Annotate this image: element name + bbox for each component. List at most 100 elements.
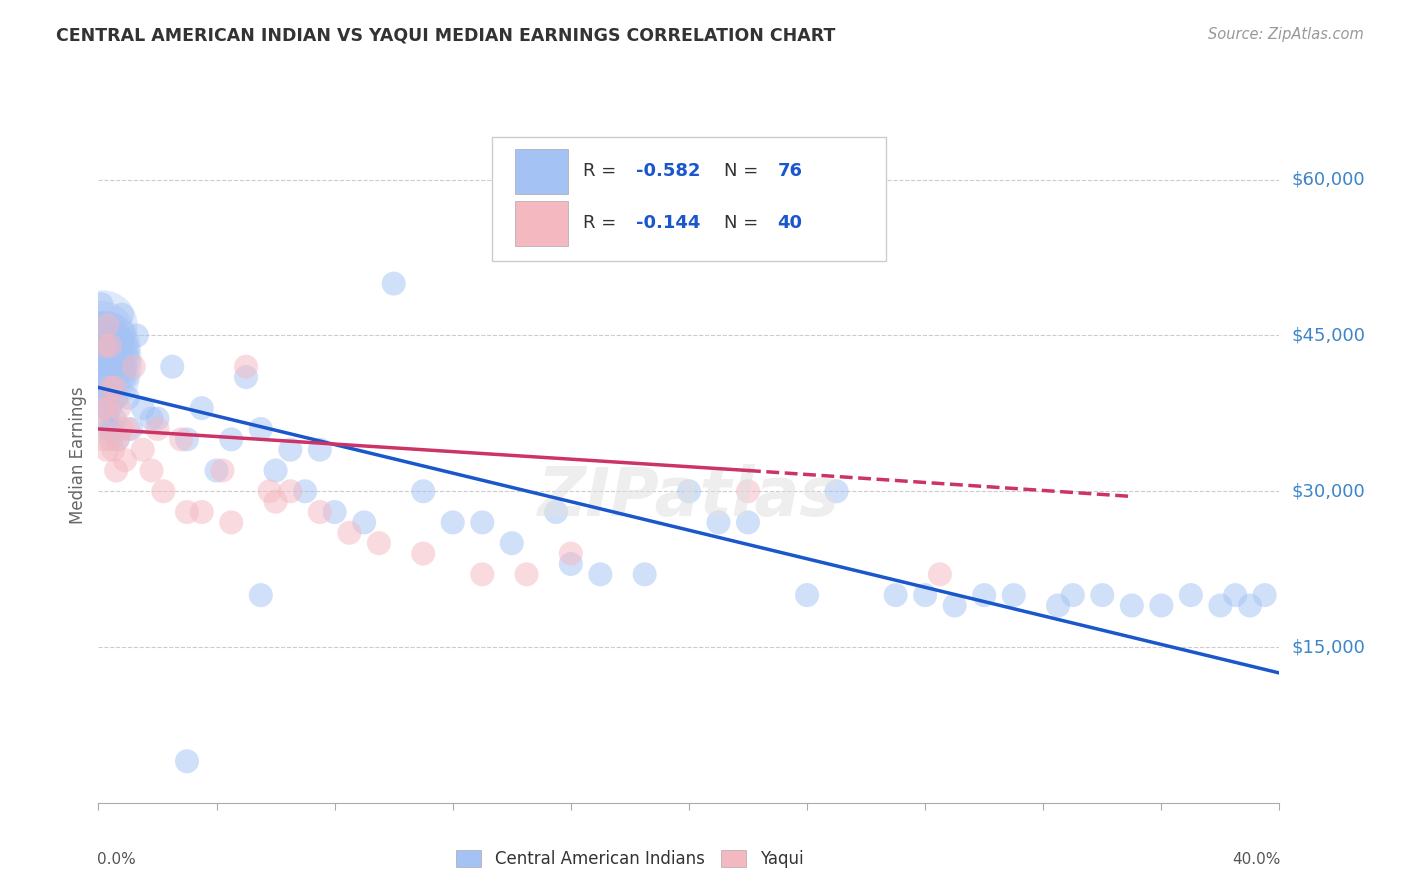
Point bbox=[107, 433, 129, 447]
Point bbox=[294, 484, 316, 499]
Point bbox=[250, 588, 273, 602]
Point bbox=[973, 588, 995, 602]
Point bbox=[94, 359, 117, 374]
Point bbox=[737, 516, 759, 530]
Point bbox=[176, 754, 198, 768]
Point bbox=[90, 328, 112, 343]
Point bbox=[1091, 588, 1114, 602]
Point bbox=[93, 401, 115, 416]
Text: $45,000: $45,000 bbox=[1291, 326, 1365, 344]
Point bbox=[132, 442, 155, 457]
Point bbox=[914, 588, 936, 602]
Point bbox=[117, 422, 139, 436]
Point bbox=[96, 349, 118, 363]
Point bbox=[250, 422, 273, 436]
Text: $15,000: $15,000 bbox=[1291, 638, 1365, 656]
Point bbox=[94, 339, 117, 353]
Point bbox=[235, 370, 257, 384]
Point bbox=[98, 401, 121, 416]
Point bbox=[141, 411, 163, 425]
Point bbox=[91, 318, 114, 332]
Point bbox=[103, 349, 125, 363]
Point bbox=[93, 349, 115, 363]
Text: ZIPatlas: ZIPatlas bbox=[538, 464, 839, 530]
Point bbox=[114, 453, 136, 467]
Point bbox=[633, 567, 655, 582]
Point bbox=[104, 380, 127, 394]
Point bbox=[264, 463, 287, 477]
Point bbox=[560, 547, 582, 561]
Point bbox=[471, 567, 494, 582]
Point bbox=[412, 547, 434, 561]
Point bbox=[278, 484, 302, 499]
Text: 40.0%: 40.0% bbox=[1232, 852, 1281, 866]
Point bbox=[176, 433, 198, 447]
Point bbox=[122, 359, 145, 374]
Point bbox=[441, 516, 464, 530]
Point bbox=[382, 277, 405, 291]
Point bbox=[259, 484, 281, 499]
Point bbox=[96, 339, 118, 353]
Point bbox=[96, 411, 118, 425]
Point bbox=[146, 422, 169, 436]
Point bbox=[323, 505, 346, 519]
Point bbox=[90, 349, 112, 363]
Point bbox=[105, 391, 128, 405]
Point bbox=[678, 484, 700, 499]
Point bbox=[91, 401, 114, 416]
FancyBboxPatch shape bbox=[492, 137, 886, 261]
Point bbox=[100, 380, 122, 394]
Point bbox=[93, 339, 115, 353]
Point bbox=[191, 505, 214, 519]
Point bbox=[1150, 599, 1173, 613]
Point bbox=[412, 484, 434, 499]
Point bbox=[278, 442, 302, 457]
Point bbox=[191, 401, 214, 416]
Point bbox=[162, 359, 183, 374]
Point bbox=[737, 484, 759, 499]
Point bbox=[91, 370, 114, 384]
Point bbox=[309, 505, 332, 519]
Point bbox=[105, 463, 128, 477]
Point bbox=[97, 401, 120, 416]
Point bbox=[219, 516, 243, 530]
Point bbox=[114, 370, 136, 384]
Text: -0.582: -0.582 bbox=[636, 162, 700, 180]
Point bbox=[96, 442, 118, 457]
Point bbox=[1180, 588, 1202, 602]
Text: N =: N = bbox=[724, 214, 765, 232]
Point bbox=[103, 442, 125, 457]
Point bbox=[1062, 588, 1084, 602]
Point bbox=[91, 349, 114, 363]
Point bbox=[1254, 588, 1277, 602]
Point bbox=[825, 484, 848, 499]
Point bbox=[98, 339, 121, 353]
Text: CENTRAL AMERICAN INDIAN VS YAQUI MEDIAN EARNINGS CORRELATION CHART: CENTRAL AMERICAN INDIAN VS YAQUI MEDIAN … bbox=[56, 27, 835, 45]
Text: R =: R = bbox=[582, 162, 621, 180]
Point bbox=[337, 525, 360, 540]
Point bbox=[211, 463, 233, 477]
Point bbox=[98, 339, 121, 353]
Point bbox=[501, 536, 523, 550]
Point bbox=[264, 494, 287, 508]
Point bbox=[100, 433, 122, 447]
Point bbox=[101, 422, 124, 436]
Point bbox=[93, 433, 115, 447]
Point bbox=[546, 505, 568, 519]
Point bbox=[111, 422, 134, 436]
Point bbox=[353, 516, 375, 530]
Point bbox=[96, 318, 118, 332]
Text: 76: 76 bbox=[778, 162, 803, 180]
Point bbox=[94, 370, 117, 384]
Text: $60,000: $60,000 bbox=[1291, 170, 1365, 189]
Point bbox=[90, 297, 112, 311]
Point bbox=[1239, 599, 1261, 613]
Text: 40: 40 bbox=[778, 214, 803, 232]
Point bbox=[97, 422, 120, 436]
Point bbox=[1223, 588, 1246, 602]
Text: R =: R = bbox=[582, 214, 621, 232]
Point bbox=[96, 359, 118, 374]
Point bbox=[93, 380, 115, 394]
Point bbox=[589, 567, 612, 582]
Point bbox=[884, 588, 907, 602]
